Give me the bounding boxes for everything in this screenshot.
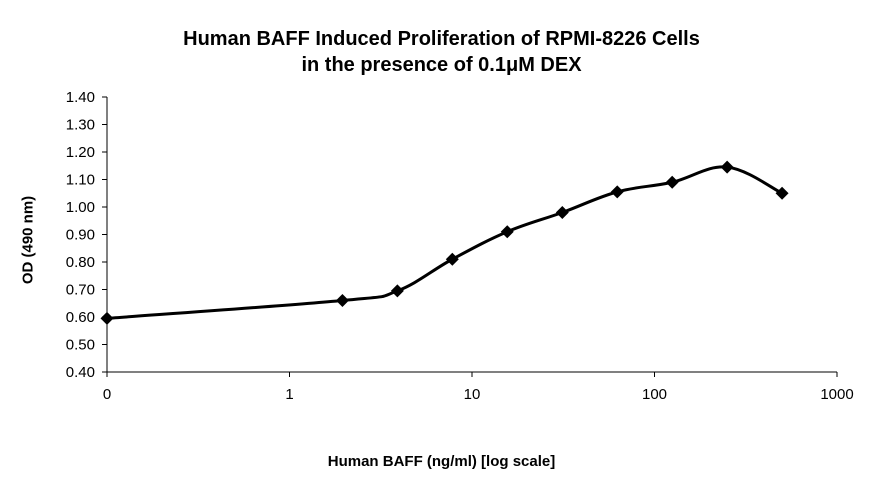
data-point [555, 206, 569, 219]
x-tick-label: 100 [642, 386, 667, 403]
data-point [720, 160, 734, 174]
y-tick-label: 0.50 [66, 337, 95, 354]
y-tick-label: 0.70 [66, 282, 95, 299]
y-tick-label: 0.40 [66, 364, 95, 381]
y-axis-label: OD (490 nm) [19, 195, 37, 285]
y-tick-label: 0.90 [66, 227, 95, 244]
data-point [500, 225, 514, 239]
data-point [335, 294, 349, 307]
y-tick-label: 0.80 [66, 254, 95, 271]
x-axis-label: Human BAFF (ng/ml) [log scale] [327, 453, 556, 470]
data-point [100, 311, 114, 325]
x-tick-label: 1000 [820, 386, 853, 403]
data-point [610, 185, 624, 199]
series-line [106, 165, 783, 320]
data-point [665, 175, 679, 189]
y-tick-label: 1.30 [66, 117, 95, 134]
chart-subtitle: in the presence of 0.1μM DEX [301, 54, 582, 76]
y-tick-label: 1.10 [66, 172, 95, 189]
data-point [445, 252, 459, 266]
y-tick-label: 0.60 [66, 309, 95, 326]
data-point [775, 186, 789, 200]
data-point [390, 284, 404, 298]
y-tick-label: 1.40 [66, 89, 95, 106]
y-tick-label: 1.20 [66, 144, 95, 161]
chart-title: Human BAFF Induced Proliferation of RPMI… [183, 28, 700, 50]
x-tick-label: 10 [464, 386, 481, 403]
y-tick-label: 1.00 [66, 199, 95, 216]
x-tick-label: 1 [285, 386, 293, 403]
x-tick-label: 0 [103, 386, 111, 403]
